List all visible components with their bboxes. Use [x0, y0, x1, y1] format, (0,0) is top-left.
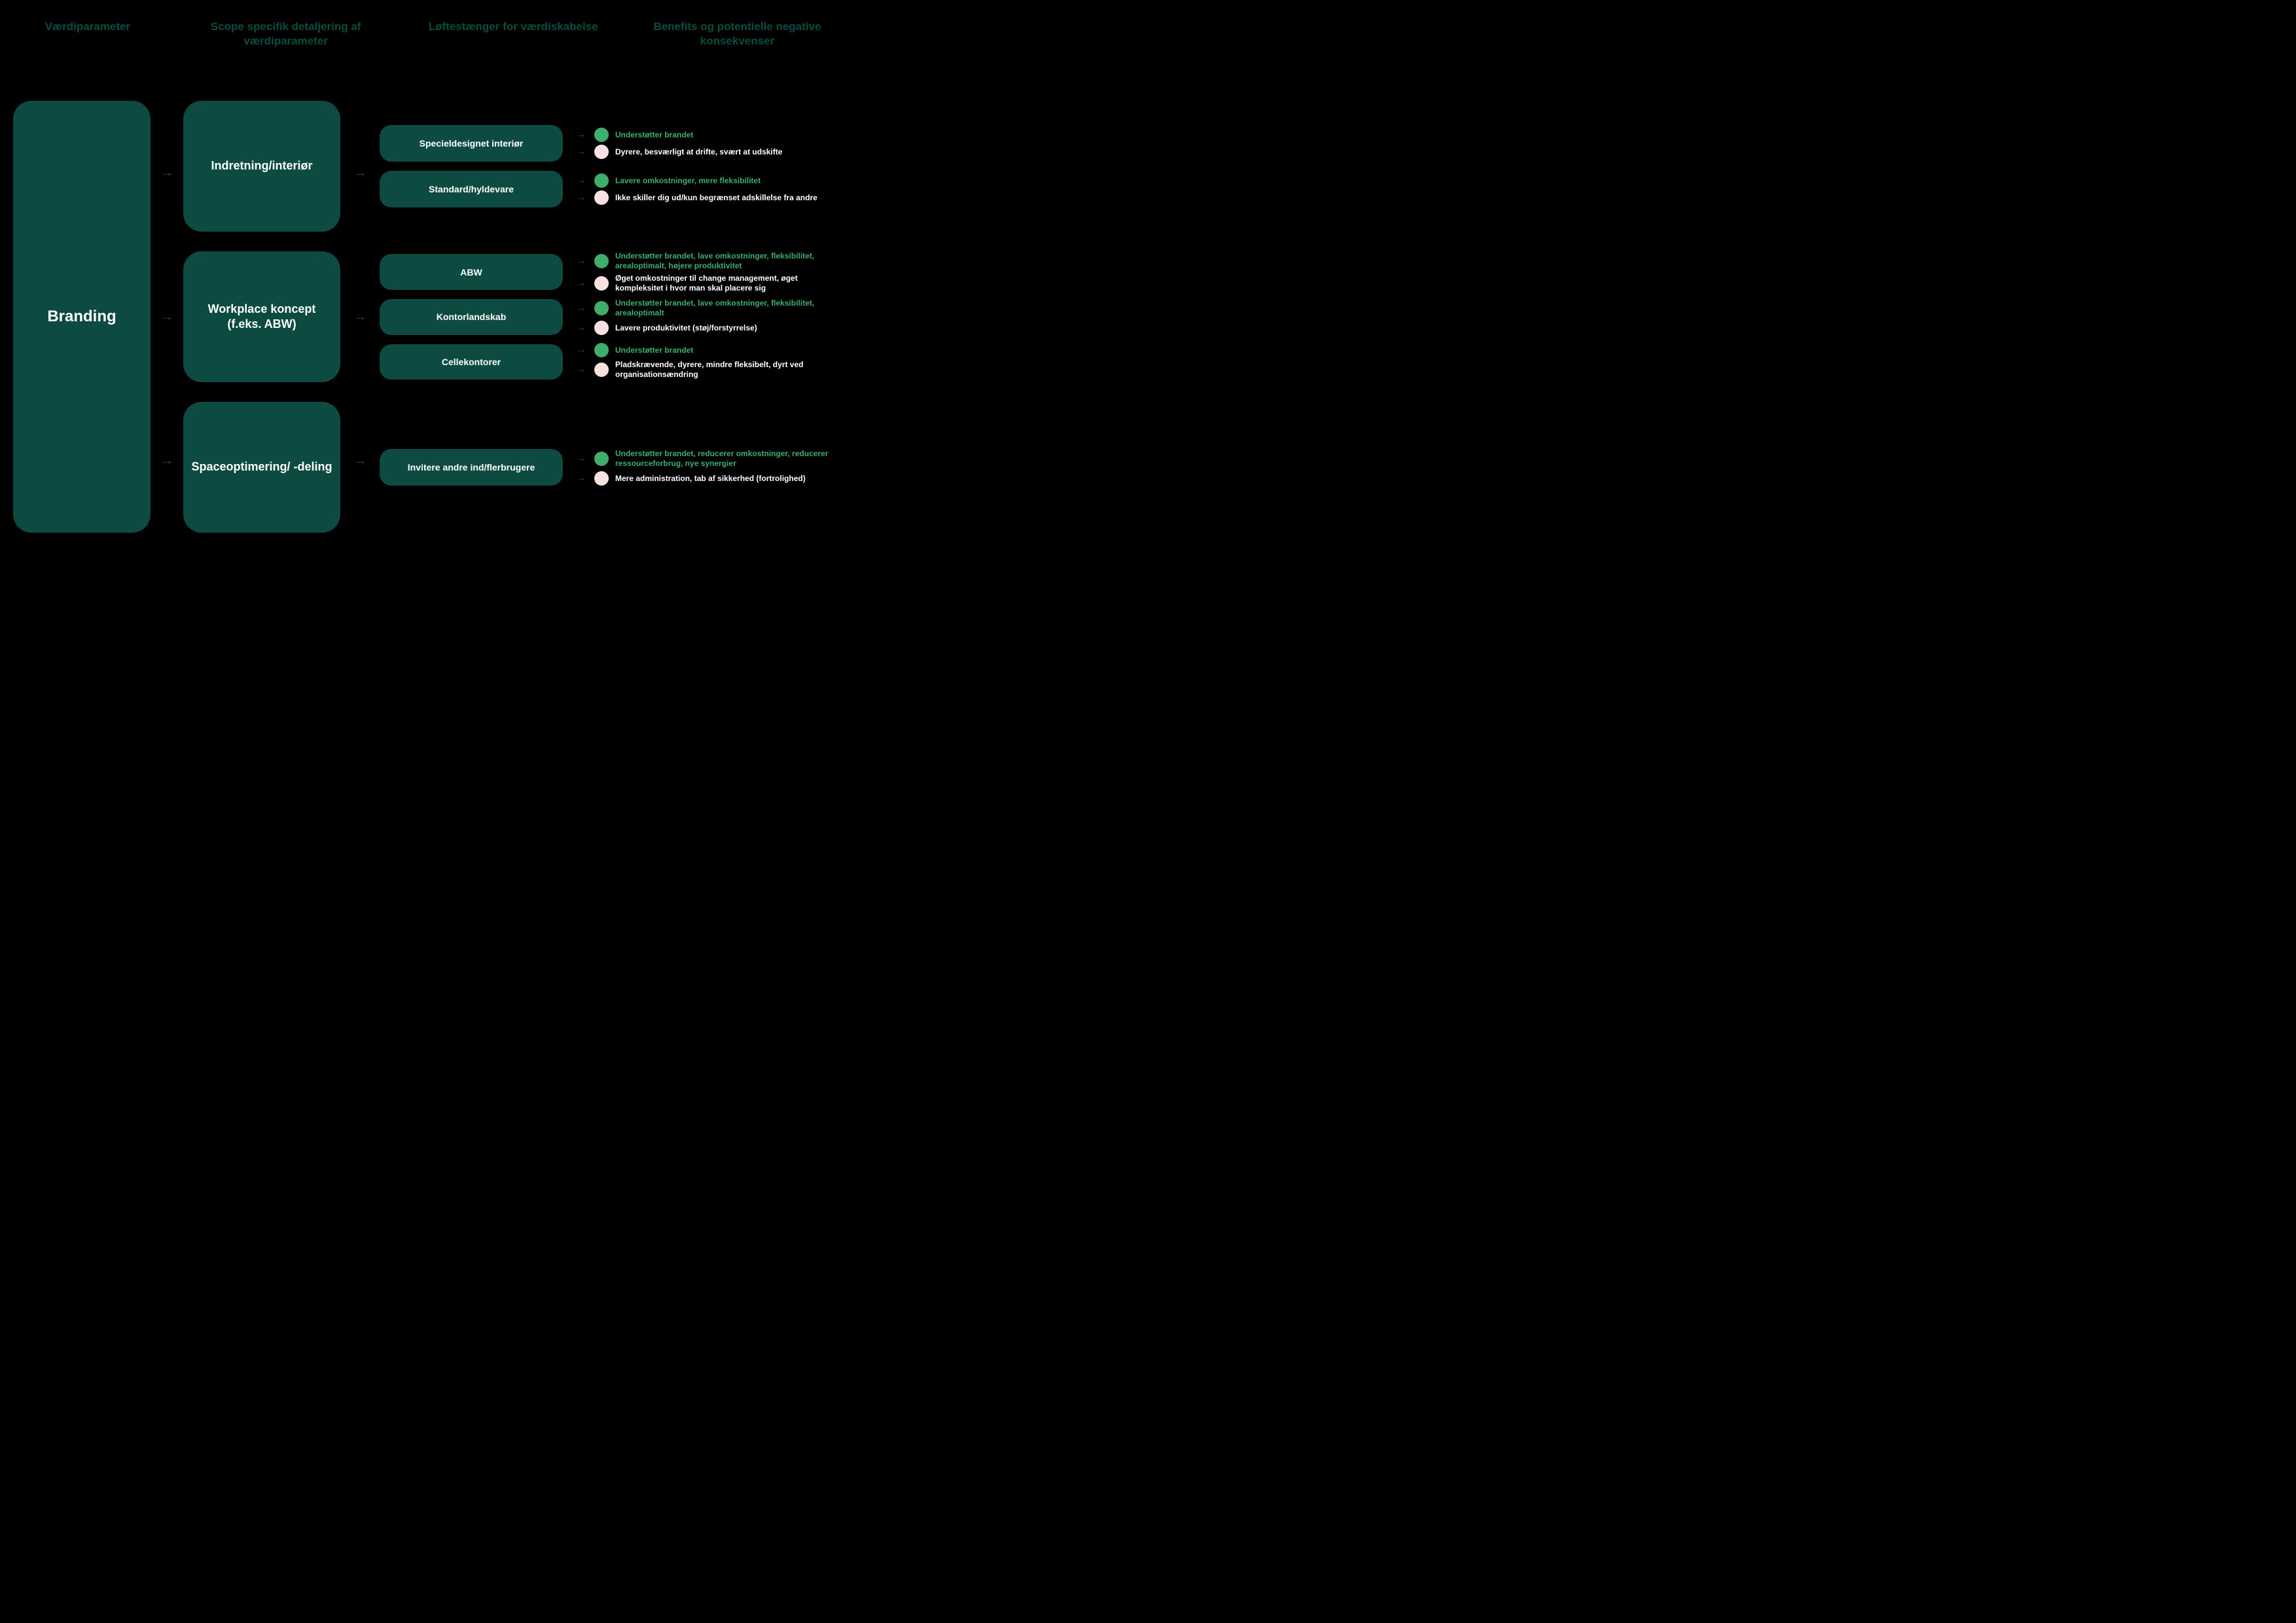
negative-text: Pladskrævende, dyrere, mindre fleksibelt… — [615, 360, 838, 380]
scope-node-2: Spaceoptimering/ -deling — [183, 402, 340, 533]
lever-label: ABW — [460, 267, 482, 277]
header-col3: Løftestænger for værdiskabelse — [422, 20, 603, 48]
positive-dot-icon — [594, 254, 609, 268]
scope-column: Indretning/interiør Workplace koncept (f… — [183, 101, 340, 533]
lever-node: Specieldesignet interiør — [380, 125, 563, 162]
arrows-scope-to-lever: → → → — [340, 101, 380, 533]
benefit-block: → Lavere omkostninger, mere fleksibilitet… — [576, 171, 838, 207]
diagram-body: Branding → → → Indretning/interiør Workp… — [13, 101, 838, 533]
positive-dot-icon — [594, 452, 609, 466]
arrow-icon: → — [160, 166, 173, 181]
arrow-icon: → — [576, 175, 594, 187]
positive-text: Understøtter brandet, lave omkostninger,… — [615, 251, 838, 271]
scope-node-1: Workplace koncept (f.eks. ABW) — [183, 251, 340, 382]
benefit-block: → Understøtter brandet → Pladskrævende, dy… — [576, 343, 838, 380]
benefit-group-2: → Understøtter brandet, reducerer omkostn… — [576, 402, 838, 533]
header-col4: Benefits og potentielle negative konsekv… — [637, 20, 838, 48]
scope-label: Spaceoptimering/ -deling — [191, 459, 332, 474]
lever-label: Specieldesignet interiør — [420, 138, 524, 149]
benefit-block: → Understøtter brandet, reducerer omkostn… — [576, 449, 838, 486]
lever-group-2: Invitere andre ind/flerbrugere — [380, 402, 563, 533]
lever-label: Invitere andre ind/flerbrugere — [408, 462, 535, 473]
positive-text: Understøtter brandet, lave omkostninger,… — [615, 298, 838, 318]
scope-label: Indretning/interiør — [211, 158, 313, 173]
negative-text: Lavere produktivitet (støj/forstyrrelse) — [615, 323, 757, 333]
lever-label: Kontorlandskab — [437, 312, 507, 322]
arrow-icon: → — [576, 277, 594, 289]
root-node: Branding — [13, 101, 151, 533]
lever-node: Cellekontorer — [380, 344, 563, 380]
positive-text: Lavere omkostninger, mere fleksibilitet — [615, 176, 761, 186]
negative-text: Mere administration, tab af sikkerhed (f… — [615, 474, 806, 484]
arrow-icon: → — [576, 129, 594, 141]
positive-dot-icon — [594, 301, 609, 315]
arrow-icon: → — [576, 322, 594, 334]
negative-dot-icon — [594, 471, 609, 486]
benefit-group-0: → Understøtter brandet → Dyrere, besværlig… — [576, 101, 838, 232]
root-label: Branding — [47, 308, 116, 326]
negative-dot-icon — [594, 321, 609, 335]
lever-label: Cellekontorer — [442, 357, 501, 367]
lever-node: Standard/hyldevare — [380, 171, 563, 207]
benefit-block: → Understøtter brandet → Dyrere, besværlig… — [576, 125, 838, 162]
arrow-icon: → — [353, 166, 367, 181]
negative-text: Dyrere, besværligt at drifte, svært at u… — [615, 147, 782, 157]
arrow-icon: → — [576, 453, 594, 465]
negative-dot-icon — [594, 363, 609, 377]
lever-label: Standard/hyldevare — [429, 184, 514, 194]
lever-node: Invitere andre ind/flerbrugere — [380, 449, 563, 486]
arrow-icon: → — [576, 192, 594, 204]
column-headers: Værdiparameter Scope specifik detaljerin… — [13, 20, 838, 48]
positive-text: Understøtter brandet — [615, 130, 693, 140]
arrow-icon: → — [576, 344, 594, 356]
arrow-icon: → — [353, 454, 367, 469]
benefits-column: → Understøtter brandet → Dyrere, besværlig… — [576, 101, 838, 533]
benefit-block: → Understøtter brandet, lave omkostninger… — [576, 254, 838, 291]
positive-text: Understøtter brandet — [615, 346, 693, 355]
scope-label: Workplace koncept (f.eks. ABW) — [190, 302, 334, 332]
benefit-group-1: → Understøtter brandet, lave omkostninger… — [576, 251, 838, 382]
negative-dot-icon — [594, 145, 609, 159]
arrow-icon: → — [160, 454, 173, 469]
negative-text: Ikke skiller dig ud/kun begrænset adskil… — [615, 193, 817, 203]
arrow-icon: → — [576, 473, 594, 484]
negative-dot-icon — [594, 276, 609, 291]
lever-group-0: Specieldesignet interiør Standard/hyldev… — [380, 101, 563, 232]
arrow-icon: → — [576, 364, 594, 376]
lever-group-1: ABW Kontorlandskab Cellekontorer — [380, 251, 563, 382]
arrow-icon: → — [160, 310, 173, 325]
arrows-root-to-scope: → → → — [151, 101, 183, 533]
scope-node-0: Indretning/interiør — [183, 101, 340, 232]
positive-dot-icon — [594, 343, 609, 357]
header-col2: Scope specifik detaljering af værdiparam… — [202, 20, 370, 48]
arrow-icon: → — [576, 255, 594, 267]
arrow-icon: → — [576, 146, 594, 158]
arrow-icon: → — [576, 302, 594, 314]
negative-dot-icon — [594, 190, 609, 205]
positive-dot-icon — [594, 128, 609, 142]
benefit-block: → Understøtter brandet, lave omkostninger… — [576, 298, 838, 335]
negative-text: Øget omkostninger til change management,… — [615, 274, 838, 293]
lever-node: Kontorlandskab — [380, 299, 563, 335]
lever-column: Specieldesignet interiør Standard/hyldev… — [380, 101, 563, 533]
header-col1: Værdiparameter — [13, 20, 162, 48]
positive-dot-icon — [594, 173, 609, 188]
positive-text: Understøtter brandet, reducerer omkostni… — [615, 449, 838, 469]
lever-node: ABW — [380, 254, 563, 290]
arrow-icon: → — [353, 310, 367, 325]
